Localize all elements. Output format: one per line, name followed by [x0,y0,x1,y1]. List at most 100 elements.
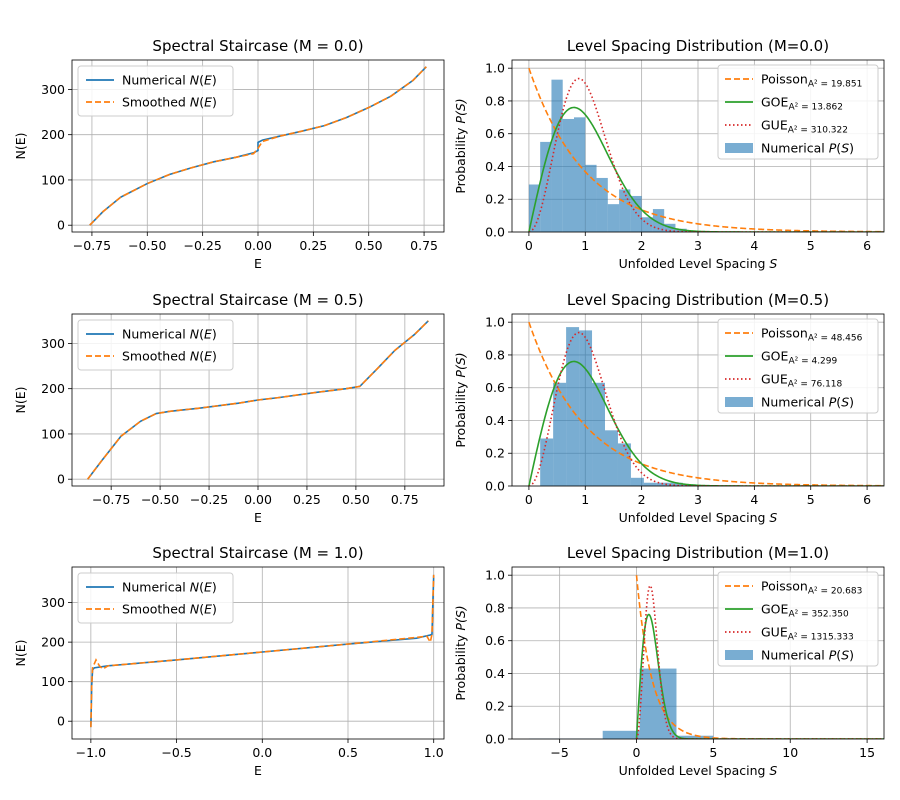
x-tick-label: 2 [638,492,646,507]
legend-entry: Numerical N(E) [122,580,217,595]
y-tick-label: 0.4 [485,413,505,428]
x-axis-symbol: S [765,256,777,271]
chart-title: Level Spacing Distribution (M=1.0) [567,544,829,562]
plot-area [528,67,884,232]
panel-2: 0 1 2 3 4 5 6 0.0 0.2 0.4 0.6 0.8 1.0 Level Spacing D… [453,37,885,271]
y-tick-label: 0.0 [485,225,505,240]
x-tick-label: −5 [550,745,568,760]
legend-entry: Smoothed N(E) [122,349,217,364]
x-tick-label: 1 [581,492,589,507]
histogram-bar [540,141,552,232]
y-tick-label: 0.2 [485,699,505,714]
x-tick-label: 6 [863,238,871,253]
x-tick-label: 0.00 [244,492,272,507]
panel-5: −1.0 −0.5 0.0 0.5 1.0 0 100 200 300 Spectral Stai… [13,544,445,778]
x-tick-label: −0.5 [161,745,191,760]
x-tick-label: −0.25 [190,492,228,507]
histogram-bar [566,327,580,486]
histogram-bar [652,209,665,232]
y-tick-label: 0.2 [485,192,505,207]
poisson-curve [528,67,884,232]
y-tick-label: 100 [41,674,65,689]
x-axis-symbol: S [765,510,777,525]
poisson-curve [528,321,884,486]
histogram-bar [617,443,631,486]
y-tick-label: 200 [41,127,65,142]
x-tick-label: 0.50 [342,492,370,507]
x-tick-label: −0.25 [183,238,221,253]
series-smoothed-line [89,66,427,226]
x-tick-label: 6 [863,492,871,507]
y-tick-label: 200 [41,635,65,650]
plot-area [87,320,429,480]
x-axis-label: Unfolded Level Spacing S [619,256,778,271]
legend-subscript: A² = 19.851 [808,80,863,90]
legend-math: N [190,349,200,364]
histogram-bar [579,330,593,486]
series-smoothed-line [87,320,429,480]
goe-curve [635,613,884,739]
legend-subscript: A² = 20.683 [808,587,863,597]
legend-math: N [190,73,200,88]
x-axis-symbol: S [765,763,777,778]
legend-entry: Numerical N(E) [122,73,217,88]
y-axis-symbol: P(S) [453,605,468,634]
y-axis-label: N(E) [13,386,28,413]
legend-subscript: A² = 13.862 [788,103,843,113]
y-tick-label: 1.0 [485,61,505,76]
histogram-bar [551,79,563,232]
y-tick-label: 100 [41,426,65,441]
x-tick-label: 0 [633,745,641,760]
chart-title: Spectral Staircase (M = 0.5) [152,291,363,309]
histogram-bar [592,382,605,486]
x-tick-label: 0 [525,238,533,253]
legend-math: N [190,327,200,342]
x-tick-label: −0.75 [92,492,130,507]
legend-subscript: A² = 310.322 [788,126,848,136]
x-axis-label: Unfolded Level Spacing S [619,763,778,778]
x-tick-label: 1.0 [424,745,444,760]
y-axis-label: N(E) [13,639,28,666]
y-tick-label: 0 [57,714,65,729]
x-tick-label: 5 [709,745,717,760]
y-tick-label: 0.0 [485,732,505,747]
y-tick-label: 100 [41,172,65,187]
histogram-bar [596,177,608,232]
y-tick-label: 1.0 [485,568,505,583]
y-tick-label: 0.2 [485,446,505,461]
axes-frame [71,566,445,740]
histogram-bar [562,118,574,232]
panel-1: −0.75 −0.50 −0.25 0.00 0.25 0.50 0.75 0 100 200 30… [13,37,445,271]
x-axis-label: E [254,763,262,778]
y-tick-label: 300 [41,82,65,97]
y-axis-symbol: P(S) [453,352,468,381]
y-tick-label: 0.6 [485,380,505,395]
plot-area [89,66,427,226]
y-tick-label: 0.4 [485,666,505,681]
y-tick-label: 0.6 [485,633,505,648]
x-tick-label: 3 [694,238,702,253]
histogram-bar [574,117,586,232]
x-tick-label: 2 [638,238,646,253]
legend-entry: Smoothed N(E) [122,95,217,110]
x-tick-label: −0.75 [73,238,111,253]
x-tick-label: 0.75 [391,492,419,507]
legend-entry: Smoothed N(E) [122,602,217,617]
y-axis-label: Probability P(S) [453,98,468,193]
chart-title: Spectral Staircase (M = 1.0) [152,544,363,562]
x-tick-label: 5 [807,492,815,507]
histogram-bar [676,735,714,739]
y-tick-label: 0.8 [485,600,505,615]
legend-math: N [190,95,200,110]
x-axis-label: Unfolded Level Spacing S [619,510,778,525]
series-smoothed-line [90,574,435,728]
histogram-bar [669,482,683,486]
y-tick-label: 300 [41,336,65,351]
grid [72,314,444,486]
y-axis-symbol: P(S) [453,98,468,127]
y-axis-label: Probability P(S) [453,352,468,447]
y-tick-label: 300 [41,595,65,610]
x-tick-label: −0.50 [128,238,166,253]
